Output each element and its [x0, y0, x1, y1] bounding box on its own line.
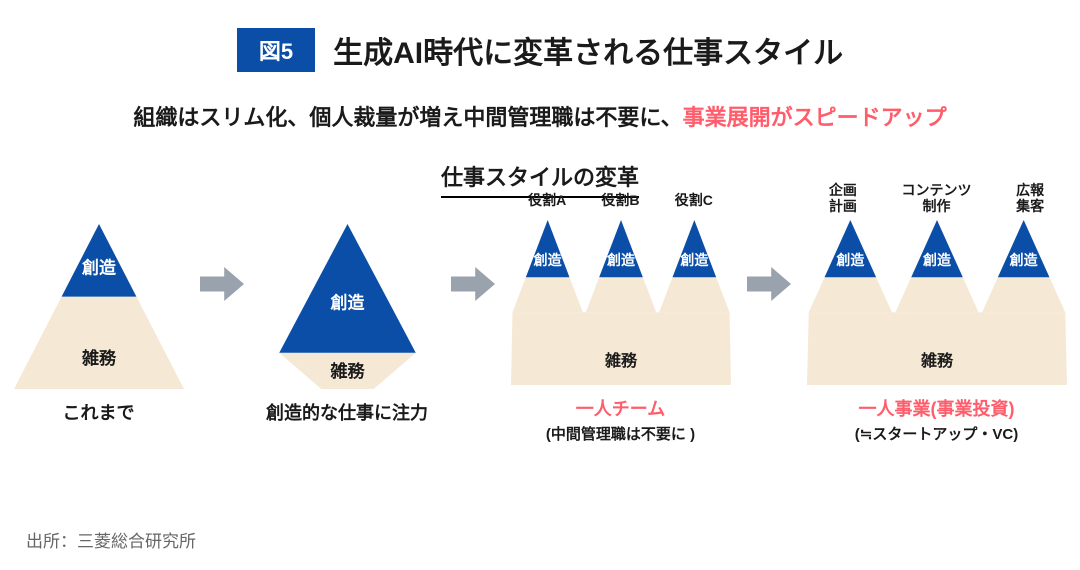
svg-text:雑務: 雑務	[81, 348, 117, 368]
stage-3: 役割A 役割B 役割C 創造創造創造雑務 一人チーム (中間管理職は不要に )	[511, 220, 731, 444]
stage3-subcaption: (中間管理職は不要に )	[546, 423, 695, 444]
subtitle-highlight: 事業展開がスピードアップ	[683, 105, 947, 130]
svg-text:創造: 創造	[81, 257, 117, 277]
svg-text:創造: 創造	[679, 252, 708, 268]
role-label: 役割A	[528, 192, 566, 208]
stage4-caption: 一人事業(事業投資)	[855, 395, 1018, 421]
svg-text:創造: 創造	[532, 252, 561, 268]
stage1-caption: これまで	[63, 399, 135, 425]
subtitle-part1: 組織はスリム化、個人裁量が増え中間管理職は不要に、	[133, 105, 682, 130]
stage2-caption: 創造的な仕事に注力	[266, 399, 428, 425]
diagram-row: 創造 雑務 これまで 創造 雑務 創造的な仕事に注力 役割A 役割B 役割C	[0, 220, 1080, 444]
subtitle: 組織はスリム化、個人裁量が増え中間管理職は不要に、事業展開がスピードアップ	[0, 100, 1080, 132]
stage4-role-labels: 企画計画 コンテンツ制作 広報集客	[807, 182, 1067, 214]
svg-text:雑務: 雑務	[329, 361, 365, 381]
role-label: 広報集客	[1016, 182, 1044, 214]
svg-text:創造: 創造	[329, 292, 365, 312]
role-label: 企画計画	[829, 182, 857, 214]
arrow-icon	[200, 267, 244, 306]
svg-text:創造: 創造	[922, 252, 951, 268]
stage3-role-labels: 役割A 役割B 役割C	[511, 192, 731, 208]
role-label: コンテンツ制作	[901, 182, 971, 214]
role-label: 役割B	[601, 192, 639, 208]
svg-text:創造: 創造	[835, 252, 864, 268]
svg-text:雑務: 雑務	[919, 351, 953, 370]
stage-2: 創造 雑務 創造的な仕事に注力	[260, 224, 435, 444]
source-attribution: 出所：三菱総合研究所	[26, 527, 196, 552]
svg-text:雑務: 雑務	[603, 351, 637, 370]
stage3-caption: 一人チーム	[546, 395, 695, 421]
stage4-subcaption: (≒スタートアップ・VC)	[855, 423, 1018, 444]
svg-text:創造: 創造	[1008, 252, 1037, 268]
role-label: 役割C	[675, 192, 713, 208]
stage-4: 企画計画 コンテンツ制作 広報集客 創造創造創造雑務 一人事業(事業投資) (≒…	[807, 220, 1067, 444]
header: 図5 生成AI時代に変革される仕事スタイル	[0, 0, 1080, 72]
arrow-icon	[451, 267, 495, 306]
figure-badge: 図5	[237, 28, 315, 72]
stage-1: 創造 雑務 これまで	[14, 224, 184, 444]
page-title: 生成AI時代に変革される仕事スタイル	[333, 28, 843, 72]
arrow-icon	[747, 267, 791, 306]
svg-text:創造: 創造	[606, 252, 635, 268]
